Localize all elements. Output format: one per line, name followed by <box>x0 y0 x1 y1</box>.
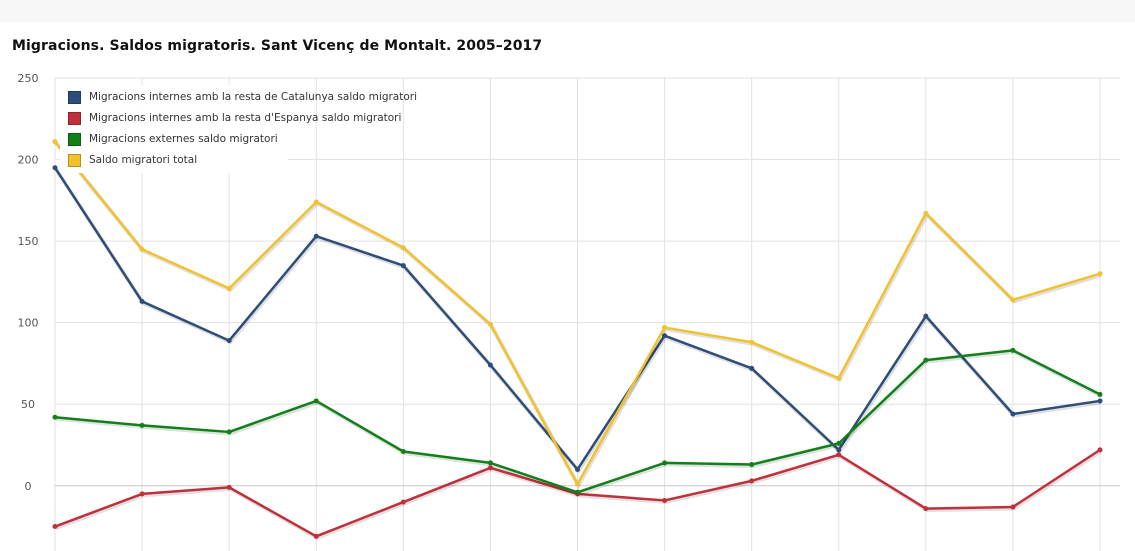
data-point[interactable] <box>1097 391 1103 397</box>
legend-item[interactable]: Saldo migratori total <box>68 153 197 167</box>
legend-swatch <box>68 153 81 167</box>
legend-swatch <box>68 111 81 125</box>
data-point[interactable] <box>400 499 406 505</box>
y-tick-label: 100 <box>18 317 39 330</box>
data-point[interactable] <box>313 398 319 404</box>
data-point[interactable] <box>52 139 58 145</box>
data-point[interactable] <box>52 524 58 530</box>
legend-swatch <box>68 90 81 104</box>
data-point[interactable] <box>749 339 755 345</box>
legend-item[interactable]: Migracions externes saldo migratori <box>68 132 278 146</box>
data-point[interactable] <box>52 414 58 420</box>
data-point[interactable] <box>662 325 668 331</box>
data-point[interactable] <box>836 375 842 381</box>
data-point[interactable] <box>226 429 232 435</box>
data-point[interactable] <box>836 440 842 446</box>
data-point[interactable] <box>139 246 145 252</box>
data-point[interactable] <box>1010 297 1016 303</box>
data-point[interactable] <box>836 447 842 453</box>
y-axis-ticks: 0 50 100 150 200 250 <box>18 72 39 493</box>
data-point[interactable] <box>575 489 580 495</box>
y-tick-label: 50 <box>21 398 35 411</box>
data-point[interactable] <box>487 362 493 368</box>
data-point[interactable] <box>662 333 668 339</box>
y-tick-label: 200 <box>18 154 39 167</box>
data-point[interactable] <box>400 263 406 269</box>
legend-label: Saldo migratori total <box>89 154 198 166</box>
data-point[interactable] <box>400 449 406 455</box>
data-point[interactable] <box>313 233 319 239</box>
data-point[interactable] <box>662 497 668 503</box>
data-point[interactable] <box>749 462 755 468</box>
data-point[interactable] <box>1010 504 1016 510</box>
chart-title: Migracions. Saldos migratoris. Sant Vice… <box>12 38 543 54</box>
data-point[interactable] <box>923 506 929 512</box>
data-point[interactable] <box>313 533 319 539</box>
data-point[interactable] <box>575 466 580 472</box>
data-point[interactable] <box>923 210 929 216</box>
y-tick-label: 250 <box>18 72 39 85</box>
data-point[interactable] <box>226 338 232 344</box>
data-point[interactable] <box>487 460 493 466</box>
series-line-shadow <box>54 168 1102 475</box>
data-point[interactable] <box>1010 411 1016 417</box>
data-point[interactable] <box>400 245 406 251</box>
data-point[interactable] <box>1097 447 1103 453</box>
data-point[interactable] <box>313 199 319 205</box>
legend-swatch <box>68 132 81 146</box>
data-point[interactable] <box>749 365 755 371</box>
y-tick-label: 150 <box>18 235 39 248</box>
data-point[interactable] <box>1097 271 1103 277</box>
data-point[interactable] <box>923 313 929 319</box>
data-point[interactable] <box>487 465 493 471</box>
data-point[interactable] <box>139 422 145 428</box>
data-point[interactable] <box>575 481 580 487</box>
legend-item[interactable]: Migracions internes amb la resta de Cata… <box>68 90 417 104</box>
legend: Migracions internes amb la resta de Cata… <box>60 85 417 173</box>
data-point[interactable] <box>749 478 755 484</box>
data-point[interactable] <box>662 460 668 466</box>
data-point[interactable] <box>487 321 493 327</box>
data-point[interactable] <box>226 484 232 490</box>
legend-item[interactable]: Migracions internes amb la resta d'Espan… <box>68 111 401 125</box>
data-point[interactable] <box>1010 347 1016 353</box>
legend-label: Migracions internes amb la resta de Cata… <box>89 91 418 103</box>
data-point[interactable] <box>139 298 145 304</box>
legend-label: Migracions externes saldo migratori <box>89 133 278 145</box>
data-point[interactable] <box>52 165 58 171</box>
data-point[interactable] <box>226 285 232 291</box>
legend-label: Migracions internes amb la resta d'Espan… <box>89 112 402 124</box>
series-line-shadow <box>54 141 1102 490</box>
top-band <box>0 0 1135 22</box>
y-tick-label: 0 <box>25 480 32 493</box>
data-point[interactable] <box>836 452 842 458</box>
data-point[interactable] <box>139 491 145 497</box>
series-lines <box>52 139 1103 541</box>
data-point[interactable] <box>1097 398 1103 404</box>
data-point[interactable] <box>923 357 929 363</box>
